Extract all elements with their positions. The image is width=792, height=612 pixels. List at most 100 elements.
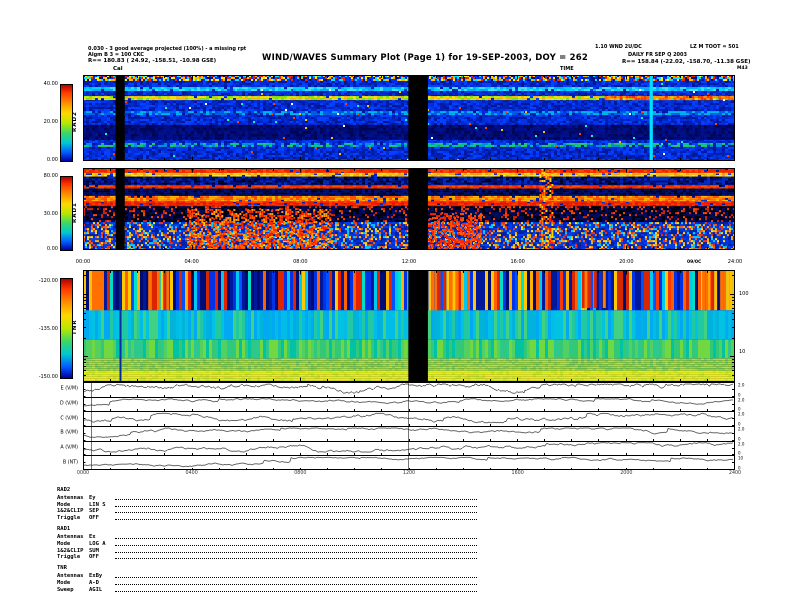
time-tick-label: 1600 bbox=[511, 471, 524, 476]
time-tick-label: 20:00 bbox=[619, 259, 634, 265]
legend-row-label: Mode bbox=[57, 579, 71, 586]
legend-row-value: Ey bbox=[89, 494, 96, 501]
legend-row-label: Antennas bbox=[57, 573, 84, 580]
strip-label: A (V/M) bbox=[60, 445, 78, 451]
legend-row: Triggle OFF bbox=[57, 554, 481, 560]
rad2-spectrogram bbox=[83, 75, 735, 161]
legend-row: Antennas Ex bbox=[57, 533, 481, 540]
time-tick-label: 1200 bbox=[402, 471, 416, 476]
strip-scale-label: 0 bbox=[738, 406, 741, 412]
strip-scale-label: 0 bbox=[738, 465, 741, 471]
legend-dotted-leader bbox=[115, 544, 477, 546]
rad2-colorbar bbox=[60, 84, 73, 162]
legend-row-label: 1&2&CLIP bbox=[57, 547, 84, 554]
strip-scale-label: 2.0 bbox=[738, 397, 745, 403]
colorbar-tick-label: 0.00 bbox=[46, 157, 58, 163]
legend-row-label: Mode bbox=[57, 501, 71, 508]
legend-dotted-leader bbox=[115, 590, 477, 592]
time-tick-label: 04:00 bbox=[184, 259, 199, 265]
legend-row-label: Sweep bbox=[57, 586, 74, 593]
legend-row-label: Triggle bbox=[57, 515, 81, 522]
strip-scale-label: 2.0 bbox=[738, 382, 745, 388]
strip-scale-label: 0 bbox=[738, 392, 741, 398]
rad1-colorbar-ticks: 80.00 30.00 0.00 bbox=[28, 173, 58, 252]
legend-row: Sweep AGIL bbox=[57, 586, 481, 593]
strip-scale-label: 0 bbox=[738, 436, 741, 442]
strip-scale-label: 2.0 bbox=[738, 441, 745, 447]
strip-scale-label: 2.0 bbox=[738, 411, 745, 417]
strip-label: B (NT) bbox=[62, 460, 78, 466]
time-tick-label: 16:00 bbox=[510, 259, 525, 265]
mid-time-axis-extra: 09/0C bbox=[687, 260, 702, 265]
time-tick-label: 00:00 bbox=[75, 259, 91, 265]
strip-scale-label: 10 bbox=[738, 455, 744, 461]
cal-marker-label: Cal bbox=[113, 66, 123, 72]
header-version: 1.10 WND 2U/DC bbox=[595, 44, 642, 50]
legend-row-value: LOG A bbox=[89, 540, 106, 547]
instrument-legend: RAD2 Antennas Ey Mode LIN S 1&2&CLIP SEP Triggl… bbox=[57, 487, 481, 598]
legend-row-value: SEP bbox=[89, 508, 99, 515]
colorbar-tick-label: 20.00 bbox=[43, 119, 58, 125]
colorbar-tick-label: -135.00 bbox=[38, 326, 58, 333]
legend-row-value: Ex bbox=[89, 533, 96, 540]
legend-row: Mode LOG A bbox=[57, 540, 481, 547]
header-right-mark: M43 bbox=[737, 66, 748, 71]
colorbar-tick-label: 40.00 bbox=[43, 81, 58, 87]
tnr-spectrogram bbox=[83, 270, 735, 382]
legend-group-title: RAD1 bbox=[57, 526, 71, 533]
colorbar-tick-label: 80.00 bbox=[43, 173, 58, 179]
legend-row: Antennas ExBy bbox=[57, 572, 481, 579]
time-tick-label: 08:00 bbox=[293, 259, 308, 265]
legend-dotted-leader bbox=[115, 511, 477, 514]
strip-scale-label: 0 bbox=[738, 421, 741, 427]
legend-row-value: SUM bbox=[89, 547, 99, 554]
tnr-colorbar bbox=[60, 278, 73, 379]
tnr-axis-label: TNR bbox=[72, 319, 78, 336]
colorbar-tick-label: 30.00 bbox=[43, 210, 58, 217]
legend-row-value: AGIL bbox=[89, 586, 103, 593]
time-tick-label: 24:00 bbox=[727, 259, 743, 265]
legend-row: 1&2&CLIP SEP bbox=[57, 508, 481, 515]
legend-row: 1&2&CLIP SUM bbox=[57, 547, 481, 554]
time-tick-label: 2000 bbox=[620, 471, 633, 476]
legend-row: Triggle OFF bbox=[57, 514, 481, 521]
legend-row: Antennas Ey bbox=[57, 494, 481, 501]
spacecraft-position-start: R== 180.83 ( 24.92, -158.51, -10.98 GSE) bbox=[88, 58, 217, 64]
legend-dotted-leader bbox=[115, 498, 477, 500]
legend-row-value: LIN S bbox=[89, 501, 106, 508]
time-tick-label: 0000 bbox=[76, 471, 90, 476]
strip-label: C (V/M) bbox=[60, 416, 78, 422]
time-tick-label: 12:00 bbox=[401, 259, 417, 265]
legend-dotted-leader bbox=[115, 551, 477, 553]
bottom-time-axis: 0000 0400 0800 1200 1600 2000 2400 bbox=[77, 471, 741, 479]
header-plot-date: DAILY FR SEP Q 2003 bbox=[628, 52, 687, 58]
legend-dotted-leader bbox=[115, 505, 477, 507]
header-lz-record: LZ M TOOT = 501 bbox=[690, 44, 739, 50]
legend-row-value: OFF bbox=[89, 515, 99, 522]
rad1-spectrogram bbox=[83, 168, 735, 250]
legend-dotted-leader bbox=[115, 537, 477, 539]
legend-row-value: ExBy bbox=[89, 573, 103, 580]
spacecraft-position-end: R== 158.84 (-22.02, -158.70, -11.38 GSE) bbox=[622, 59, 751, 65]
colorbar-tick-label: -150.00 bbox=[38, 374, 58, 380]
strip-scale-label: 0 bbox=[738, 450, 741, 456]
legend-dotted-leader bbox=[115, 518, 477, 521]
legend-row-label: Antennas bbox=[57, 494, 84, 501]
header-left-line1: 0.030 - 3 good average projected (100%) … bbox=[88, 46, 247, 52]
legend-row: Mode A-D bbox=[57, 579, 481, 586]
tnr-colorbar-ticks: -120.00 -135.00 -150.00 bbox=[24, 278, 58, 380]
strip-label: B (V/M) bbox=[60, 430, 78, 436]
strip-scale-label: 2.0 bbox=[738, 426, 745, 432]
header-left-line2: Algm B 3 = 100 CKC bbox=[88, 52, 144, 58]
tnr-freq-tick-10: 10 bbox=[739, 349, 746, 355]
strip-charts bbox=[83, 382, 735, 470]
time-tick-label: 0400 bbox=[185, 471, 198, 476]
rad1-colorbar bbox=[60, 176, 73, 251]
legend-row-value: A-D bbox=[89, 579, 99, 586]
rad1-axis-label: RAD1 bbox=[72, 202, 78, 223]
legend-group-title: RAD2 bbox=[57, 487, 71, 493]
legend-row-label: Mode bbox=[57, 540, 71, 547]
mid-time-axis: 00:00 04:00 08:00 12:00 16:00 20:00 24:00 bbox=[76, 259, 742, 267]
rad2-axis-label: RAD2 bbox=[72, 111, 78, 133]
